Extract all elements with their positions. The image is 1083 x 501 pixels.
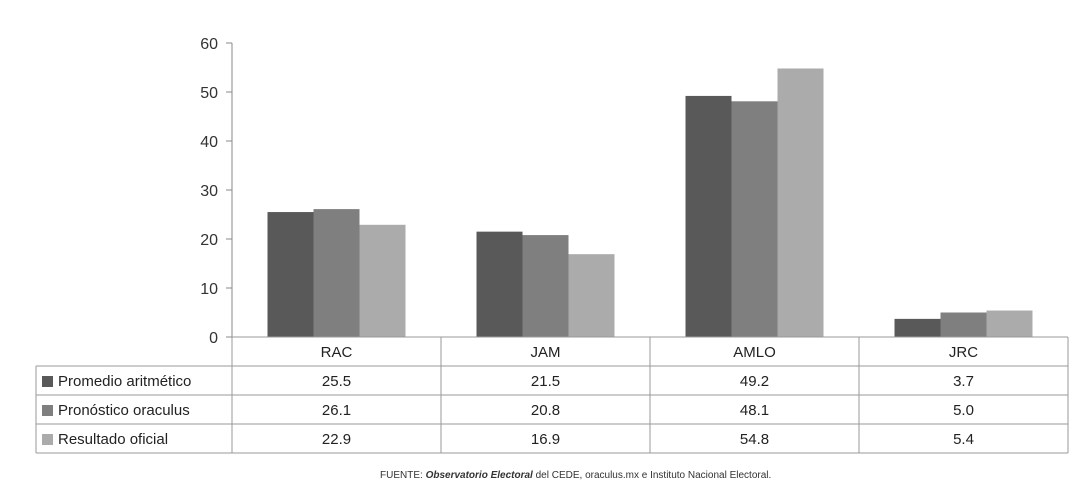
bar-jam-1 [476, 231, 523, 337]
y-tick-label: 40 [200, 134, 218, 151]
bar-rac-2 [313, 209, 360, 337]
table-cell-value: 21.5 [531, 373, 560, 390]
source-suffix: del CEDE, oraculus.mx e Instituto Nacion… [532, 470, 772, 481]
y-tick-label: 60 [200, 36, 218, 53]
category-label: JRC [949, 344, 978, 361]
source-prefix: FUENTE: [380, 470, 426, 481]
legend-key [42, 376, 53, 387]
table-cell-value: 25.5 [322, 373, 351, 390]
legend-label: Pronóstico oraculus [58, 402, 190, 419]
bar-jrc-2 [940, 312, 987, 337]
table-cell-value: 54.8 [740, 431, 769, 448]
category-label: AMLO [733, 344, 776, 361]
bar-amlo-3 [777, 68, 824, 337]
y-tick-label: 50 [200, 85, 218, 102]
bar-rac-3 [359, 224, 406, 337]
y-tick-label: 10 [200, 281, 218, 298]
legend-label: Resultado oficial [58, 431, 168, 448]
table-cell-value: 26.1 [322, 402, 351, 419]
legend-label: Promedio aritmético [58, 373, 191, 390]
category-label: RAC [321, 344, 353, 361]
bar-amlo-1 [685, 95, 732, 337]
table-cell-value: 3.7 [953, 373, 974, 390]
category-label: JAM [531, 344, 561, 361]
y-tick-label: 20 [200, 232, 218, 249]
bar-amlo-2 [731, 101, 778, 337]
table-cell-value: 5.0 [953, 402, 974, 419]
bar-rac-1 [267, 212, 314, 337]
table-cell-value: 49.2 [740, 373, 769, 390]
table-cell-value: 16.9 [531, 431, 560, 448]
table-cell-value: 20.8 [531, 402, 560, 419]
legend-key [42, 405, 53, 416]
y-tick-label: 0 [209, 330, 218, 347]
bar-jam-2 [522, 235, 569, 337]
table-cell-value: 22.9 [322, 431, 351, 448]
source-note: FUENTE: Observatorio Electoral del CEDE,… [380, 470, 771, 481]
legend-key [42, 434, 53, 445]
chart: 0 10 20 30 40 50 60 RAC JAM AMLO JRC Promedio arit… [35, 36, 1069, 454]
table-cell-value: 5.4 [953, 431, 974, 448]
table-cell-value: 48.1 [740, 402, 769, 419]
bar-jrc-3 [986, 310, 1033, 337]
source-emphasis: Observatorio Electoral [425, 470, 533, 481]
bar-jrc-1 [894, 318, 941, 337]
y-tick-label: 30 [200, 183, 218, 200]
bar-jam-3 [568, 254, 615, 337]
